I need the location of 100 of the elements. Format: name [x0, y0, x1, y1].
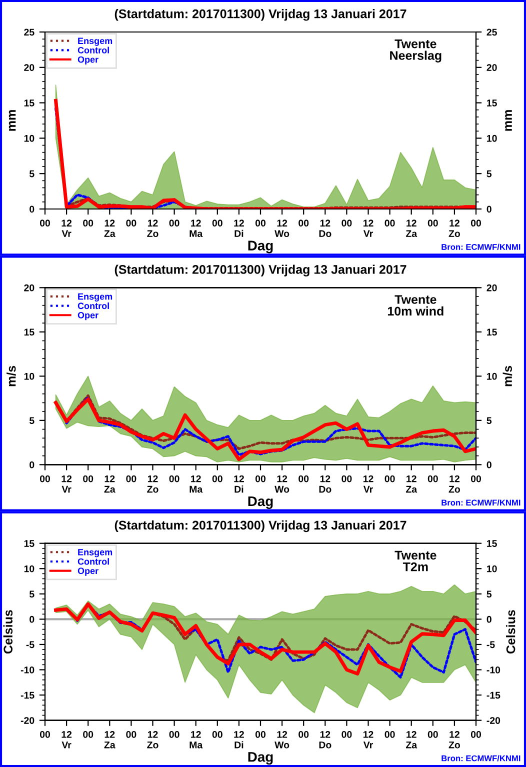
- x-tick-label: 12 Zo: [147, 475, 158, 493]
- x-axis-title: Dag: [248, 240, 273, 254]
- x-tick-label: 12 Ma: [190, 731, 203, 748]
- chart-title: (Startdatum: 2017011300) Vrijdag 13 Januari 2017: [114, 264, 406, 276]
- y2-tick-label: 5: [486, 590, 492, 598]
- x-tick-label: 00: [83, 475, 94, 482]
- y-tick-label: -10: [20, 666, 34, 674]
- x-tick-label: 00: [298, 475, 309, 482]
- x-tick-label: 12 Zo: [448, 220, 460, 238]
- x-tick-label: 12 Ma: [190, 220, 203, 238]
- x-tick-label: 12 Zo: [147, 220, 158, 238]
- x-tick-label: 00: [428, 731, 438, 738]
- legend-label: Ensgem: [78, 38, 112, 46]
- x-tick-label: 12 Wo: [274, 731, 290, 748]
- y-tick-label: 10: [24, 372, 34, 380]
- x-tick-label: 00: [212, 475, 222, 482]
- text: Bron: ECMWF/KNMI: [442, 244, 520, 250]
- x-tick-label: 00: [212, 731, 222, 738]
- x-tick-label: 00: [428, 475, 438, 482]
- x-tick-label: 00: [470, 220, 482, 227]
- x-tick-label: 12 Do: [319, 220, 332, 238]
- x-tick-label: 12 Di: [234, 731, 244, 748]
- y2-axis-title: mm: [505, 110, 512, 131]
- y-tick-label: 15: [24, 100, 34, 106]
- x-tick-label: 12 Wo: [274, 475, 290, 493]
- y-tick-label: 10: [24, 565, 34, 572]
- x-tick-label: 12 Vr: [363, 731, 374, 748]
- x-tick-label: 00: [169, 475, 180, 482]
- x-tick-label: 12 Za: [104, 220, 116, 238]
- y2-tick-label: 0: [486, 461, 492, 468]
- y-tick-label: 15: [24, 328, 34, 336]
- legend-label: Oper: [78, 568, 98, 576]
- text: Twente Neerslag: [390, 40, 442, 62]
- legend-label: Oper: [78, 56, 98, 65]
- x-tick-label: 12 Za: [104, 731, 116, 748]
- legend-label: Oper: [78, 312, 98, 320]
- x-tick-label: 12 Ma: [190, 475, 203, 493]
- y-axis-title: mm: [8, 110, 16, 131]
- y-tick-label: -20: [20, 717, 34, 724]
- x-tick-label: 12 Di: [234, 475, 244, 493]
- y-tick-label: 20: [24, 284, 34, 292]
- x-axis-title: Dag: [248, 752, 273, 765]
- x-tick-label: 00: [298, 220, 309, 227]
- y2-tick-label: 10: [487, 565, 497, 572]
- y2-tick-label: 0: [486, 616, 492, 623]
- y2-tick-label: 10: [487, 134, 497, 142]
- x-tick-label: 00: [169, 220, 180, 227]
- y-tick-label: -5: [26, 641, 34, 648]
- y2-axis-title: Celsius: [506, 610, 516, 654]
- y2-tick-label: 5: [486, 170, 492, 178]
- y2-tick-label: -10: [486, 666, 500, 674]
- x-tick-label: 12 Zo: [448, 475, 460, 493]
- x-tick-label: 00: [298, 731, 309, 738]
- x-tick-label: 00: [428, 220, 438, 227]
- y2-tick-label: 20: [486, 64, 497, 72]
- y2-tick-label: 10: [487, 372, 497, 380]
- y-axis-title: m/s: [6, 366, 16, 386]
- y2-tick-label: 15: [487, 540, 497, 547]
- x-tick-label: 00: [384, 475, 395, 482]
- x-tick-label: 00: [342, 220, 352, 227]
- y2-tick-label: -15: [486, 692, 500, 699]
- chart-title: (Startdatum: 2017011300) Vrijdag 13 Januari 2017: [114, 9, 406, 21]
- x-tick-label: 00: [40, 220, 50, 227]
- x-tick-label: 00: [83, 731, 94, 738]
- x-tick-label: 00: [126, 220, 136, 227]
- x-tick-label: 12 Vr: [363, 220, 374, 237]
- y2-tick-label: 5: [486, 417, 492, 424]
- x-tick-label: 00: [255, 220, 266, 227]
- x-tick-label: 00: [384, 731, 395, 738]
- x-tick-label: 00: [40, 731, 50, 738]
- x-tick-label: 12 Za: [406, 731, 418, 748]
- y2-tick-label: 15: [487, 328, 497, 336]
- y-tick-label: 10: [24, 134, 34, 142]
- x-tick-label: 12 Za: [406, 220, 418, 238]
- y2-tick-label: -5: [486, 641, 495, 648]
- x-tick-label: 00: [40, 475, 50, 482]
- y-tick-label: 5: [29, 170, 34, 178]
- y2-tick-label: 20: [486, 284, 497, 292]
- text: Bron: ECMWF/KNMI: [442, 499, 520, 506]
- legend-label: Ensgem: [78, 549, 112, 558]
- x-tick-label: 12 Di: [234, 220, 244, 237]
- y-tick-label: 15: [24, 540, 34, 547]
- x-tick-label: 12 Vr: [62, 220, 72, 237]
- x-tick-label: 00: [470, 475, 482, 482]
- y2-tick-label: 0: [486, 206, 492, 213]
- y-tick-label: 25: [24, 28, 34, 36]
- x-tick-label: 00: [169, 731, 180, 738]
- x-tick-label: 00: [342, 475, 352, 482]
- text: Bron: ECMWF/KNMI: [442, 755, 520, 762]
- y-tick-label: 0: [30, 206, 34, 213]
- x-tick-label: 12 Za: [104, 475, 116, 493]
- legend-label: Control: [78, 302, 109, 310]
- text: Twente T2m: [394, 550, 436, 572]
- x-tick-label: 00: [342, 731, 352, 738]
- y-tick-label: -15: [20, 692, 34, 699]
- x-tick-label: 12 Do: [319, 475, 332, 493]
- x-tick-label: 12 Wo: [274, 220, 290, 238]
- chart-title: (Startdatum: 2017011300) Vrijdag 13 Januari 2017: [114, 520, 406, 532]
- y2-tick-label: 25: [486, 28, 497, 36]
- x-tick-label: 00: [384, 220, 395, 227]
